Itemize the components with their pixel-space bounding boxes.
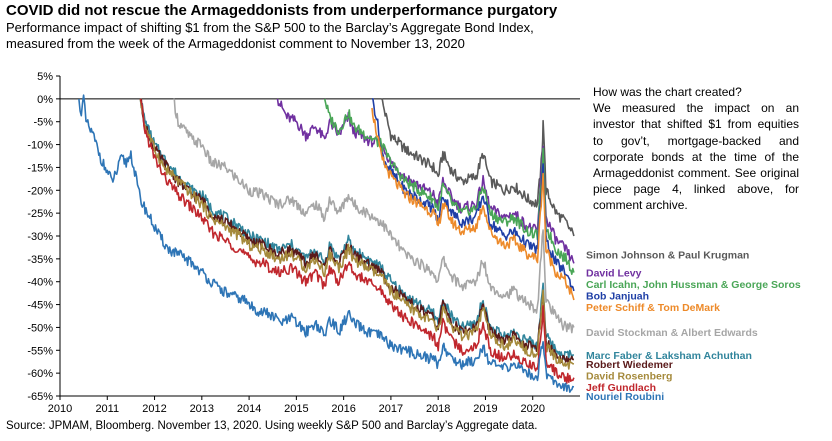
y-tick-label: -15%: [27, 162, 53, 174]
series-line-10: [139, 98, 575, 384]
y-tick-label: -65%: [27, 391, 53, 403]
series-label-10: Jeff Gundlach: [586, 382, 656, 394]
series-labels: Simon Johnson & Paul Krugman David LevyCa…: [586, 249, 801, 403]
y-tick-label: -50%: [27, 322, 53, 334]
note-body: We measured the impact on an investor th…: [593, 101, 799, 213]
x-tick-label: 2012: [142, 403, 166, 415]
x-tick-label: 2017: [379, 403, 403, 415]
x-axis: 2010 2011 2012 2013 2014 2015 2016 2017 2018 2019…: [48, 395, 580, 415]
y-tick-label: -20%: [27, 185, 53, 197]
x-tick-label: 2018: [426, 403, 450, 415]
y-tick-label: -60%: [27, 368, 53, 380]
source-footnote: Source: JPMAM, Bloomberg. November 13, 2…: [6, 420, 538, 432]
series-line-6: [172, 98, 575, 334]
y-tick-label: -45%: [27, 300, 53, 312]
series-label-2: David Levy: [586, 268, 642, 280]
x-tick-label: 2015: [284, 403, 308, 415]
series-line-9: [139, 98, 575, 370]
series-label-8: Robert Wiedemer: [586, 359, 673, 371]
x-tick-label: 2014: [237, 403, 261, 415]
x-tick-label: 2013: [190, 403, 214, 415]
series-lines: [78, 94, 575, 393]
x-tick-label: 2020: [520, 403, 544, 415]
series-line-11: [78, 94, 575, 393]
y-tick-label: -5%: [33, 117, 53, 129]
series-label-5: Peter Schiff & Tom DeMark: [586, 302, 720, 314]
series-line-7: [139, 98, 574, 360]
methodology-note: How was the chart created? We measured t…: [593, 84, 799, 214]
y-tick-label: -35%: [27, 254, 53, 266]
x-tick-label: 2010: [48, 403, 72, 415]
y-tick-label: -55%: [27, 345, 53, 357]
y-tick-label: 0%: [37, 94, 53, 106]
series-line-3: [323, 98, 575, 275]
series-label-4: Bob Janjuah: [586, 290, 649, 302]
chart-subtitle-line-1: Performance impact of shifting $1 from t…: [6, 20, 534, 35]
series-label-3: Carl Icahn, John Hussman & George Soros: [586, 279, 801, 291]
y-tick-label: -30%: [27, 231, 53, 243]
x-tick-label: 2019: [473, 403, 497, 415]
x-tick-label: 2016: [331, 403, 355, 415]
x-tick-label: 2011: [95, 403, 119, 415]
series-label-6: David Stockman & Albert Edwards: [586, 327, 758, 339]
series-label-7: Marc Faber & Laksham Achuthan: [586, 350, 752, 362]
y-tick-label: -25%: [27, 208, 53, 220]
y-tick-label: -40%: [27, 277, 53, 289]
series-line-5: [371, 107, 575, 301]
chart-title: COVID did not rescue the Armageddonists …: [6, 2, 558, 19]
series-line-2: [276, 98, 575, 264]
series-label-1: Simon Johnson & Paul Krugman: [586, 249, 749, 261]
chart-subtitle-line-2: measured from the week of the Armageddon…: [6, 36, 465, 51]
y-tick-label: 5%: [37, 71, 53, 83]
y-axis: 5% 0% -5% -10% -15% -20% -25% -30% -35% -40% -45% -…: [27, 71, 580, 403]
series-label-9: David Rosenberg: [586, 370, 672, 382]
y-tick-label: -10%: [27, 140, 53, 152]
note-question: How was the chart created?: [593, 85, 742, 99]
series-label-11: Nouriel Roubini: [586, 391, 664, 403]
